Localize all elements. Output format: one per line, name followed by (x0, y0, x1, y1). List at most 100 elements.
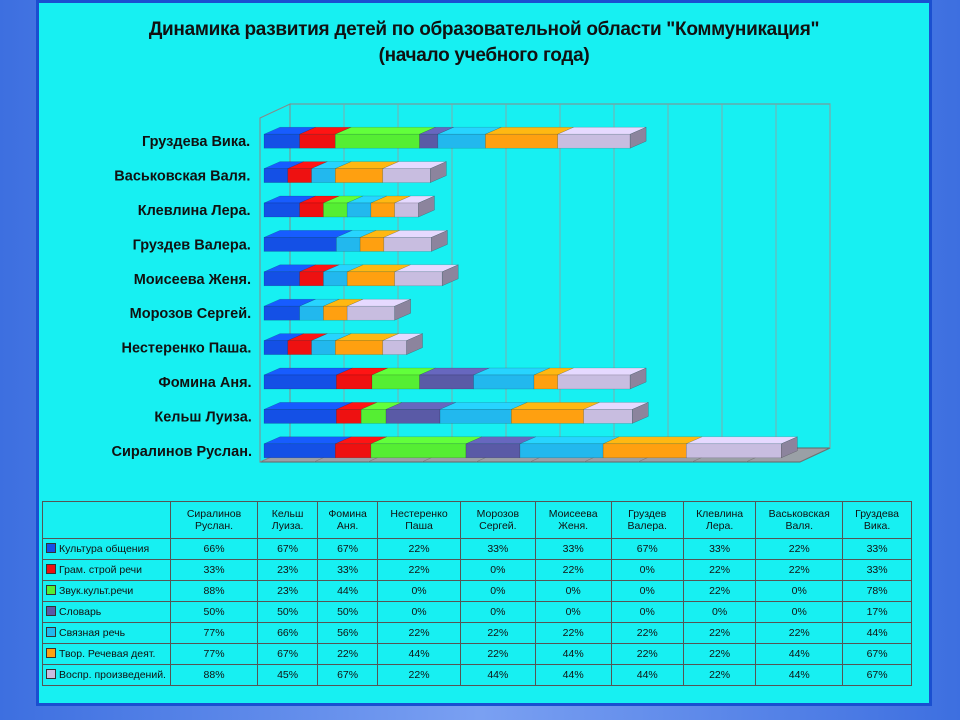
bar-segment (439, 409, 512, 424)
bar-segment (511, 409, 584, 424)
legend-swatch (46, 564, 56, 574)
bar-end-cap (629, 367, 647, 390)
chart-title-line1: Динамика развития детей по образовательн… (148, 19, 820, 40)
table-column-header: Груздев Валера. (610, 501, 684, 539)
series-name: Грам. строй речи (59, 564, 143, 576)
bar-segment (263, 443, 336, 459)
series-name: Культура общения (59, 543, 150, 555)
bar-segment (263, 133, 300, 149)
bar-segment (385, 409, 441, 424)
bar-segment (263, 168, 289, 183)
table-column-header: Нестеренко Паша (377, 501, 461, 539)
table-cell: 56% (317, 622, 379, 644)
bar-segment (263, 409, 337, 424)
bar-top-segment (603, 436, 703, 445)
table-cell: 50% (317, 601, 379, 623)
bar-top-segment (519, 436, 620, 445)
bar-end-cap (781, 436, 798, 459)
bar-segment (263, 340, 289, 355)
bar-segment (371, 374, 420, 390)
table-cell: 22% (755, 559, 844, 581)
bar-segment (263, 305, 300, 321)
table-cell: 22% (534, 622, 612, 644)
data-table: Сиралинов Руслан. Кельш Луиза. Фомина Аня.… (42, 501, 912, 686)
table-cell: 44% (534, 664, 612, 686)
table-cell: 22% (755, 538, 844, 560)
table-column-header: Сиралинов Руслан. (169, 501, 259, 539)
table-cell: 33% (682, 538, 757, 560)
bar-segment (335, 133, 420, 149)
table-cell: 0% (460, 559, 536, 581)
category-tick-label: Моисеева Женя. (134, 272, 251, 288)
table-cell: 67% (842, 664, 912, 686)
series-name: Словарь (59, 606, 102, 618)
table-cell: 17% (842, 601, 912, 623)
table-cell: 50% (257, 601, 319, 623)
series-legend-label: Грам. строй речи (42, 559, 171, 581)
table-cell: 22% (610, 643, 684, 665)
table-column-header: Фомина Аня. (317, 501, 379, 539)
bar-segment (287, 340, 312, 355)
table-cell: 88% (169, 664, 259, 686)
table-corner (42, 501, 171, 539)
table-cell: 23% (257, 559, 319, 581)
table-cell: 22% (755, 622, 844, 644)
table-body: Культура общения 66% 67% 67% 22% 33% 33% 67% 33%… (42, 538, 912, 686)
gridline-floor (799, 447, 831, 463)
table-cell: 22% (460, 622, 536, 644)
table-cell: 22% (377, 559, 461, 581)
table-column-header: Груздева Вика. (842, 501, 912, 539)
table-row: Воспр. произведений. 88% 45% 67% 22% 44% 44% 44… (42, 664, 912, 686)
category-tick-label: Груздев Валера. (133, 237, 251, 253)
table-cell: 78% (842, 580, 912, 602)
table-cell: 77% (169, 643, 259, 665)
chart-title-line2: (начало учебного года) (378, 45, 590, 66)
table-cell: 22% (377, 664, 461, 686)
table-cell: 44% (460, 664, 536, 686)
series-legend-label: Звук.культ.речи (42, 580, 171, 602)
bar-segment (686, 443, 782, 459)
bar-segment (382, 340, 407, 355)
bar-segment (299, 133, 336, 149)
table-cell: 0% (610, 580, 684, 602)
bar-segment (533, 374, 559, 390)
bar-segment (382, 168, 431, 183)
bar-segment (394, 271, 443, 287)
table-cell: 33% (842, 538, 912, 560)
table-cell: 44% (755, 664, 844, 686)
table-cell: 66% (169, 538, 259, 560)
category-tick-label: Васьковская Валя. (114, 169, 250, 185)
table-cell: 22% (682, 622, 757, 644)
legend-swatch (46, 606, 56, 616)
table-cell: 22% (534, 559, 612, 581)
bar-segment (370, 202, 395, 218)
table-column-header: Васьковская Валя. (755, 501, 844, 539)
bar-segment (419, 133, 439, 149)
table-cell: 22% (317, 643, 379, 665)
bar-segment (394, 202, 419, 218)
series-legend-label: Твор. Речевая деят. (42, 643, 171, 665)
bar-segment (336, 237, 361, 252)
table-cell: 0% (460, 601, 536, 623)
bar-segment (335, 168, 384, 183)
table-cell: 0% (377, 601, 461, 623)
table-cell: 77% (169, 622, 259, 644)
stacked-bar-chart: Груздева Вика. Васьковская Валя. Клевлина … (112, 103, 831, 463)
bar-segment (263, 271, 300, 287)
bar-end-cap (406, 333, 423, 355)
bar-segment (323, 305, 348, 321)
table-cell: 88% (169, 580, 259, 602)
series-legend-label: Культура общения (42, 538, 171, 560)
series-name: Твор. Речевая деят. (59, 648, 156, 660)
category-tick-label: Клевлина Лера. (138, 203, 251, 219)
table-cell: 50% (169, 601, 259, 623)
bar-segment (437, 133, 486, 149)
bar-segment (346, 271, 395, 287)
table-row: Твор. Речевая деят. 77% 67% 22% 44% 22% 44% 22%… (42, 643, 912, 665)
table-cell: 22% (460, 643, 536, 665)
table-cell: 33% (317, 559, 379, 581)
table-cell: 0% (534, 580, 612, 602)
bar-segment (299, 202, 324, 218)
bar-segment (287, 168, 312, 183)
bar-segment (419, 374, 474, 390)
